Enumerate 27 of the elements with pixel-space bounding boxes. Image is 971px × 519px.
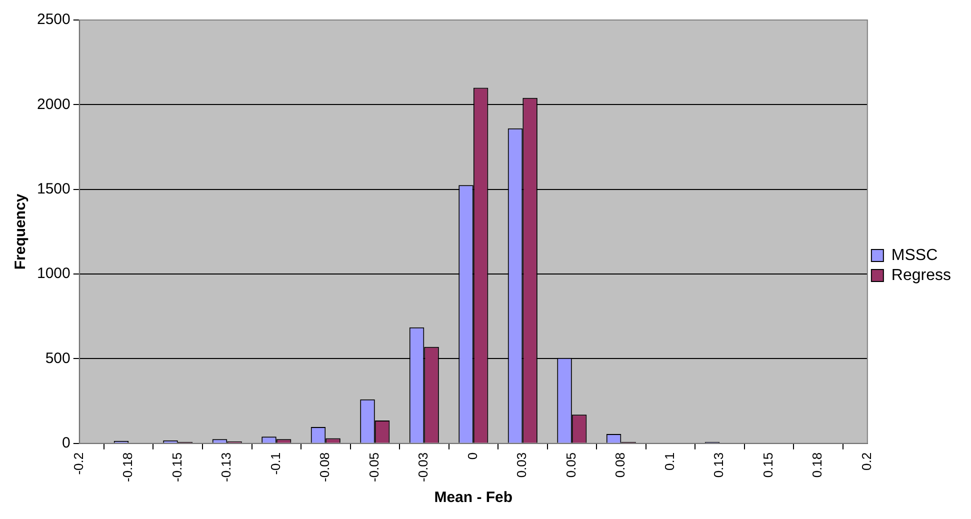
legend-label: Regress — [891, 266, 951, 284]
y-tick-label: 0 — [62, 434, 70, 452]
x-tick-label: 0.13 — [711, 452, 726, 478]
x-tick-label: 0 — [464, 452, 480, 460]
x-tick-label: -0.18 — [120, 452, 136, 482]
y-axis-title: Frequency — [12, 193, 30, 270]
x-tick-label: -0.03 — [416, 452, 431, 482]
x-tick-label: 0.18 — [810, 452, 825, 478]
x-tick-label: 0.15 — [760, 452, 776, 478]
x-tick-label: -0.1 — [268, 452, 283, 475]
y-tick-label: 1000 — [36, 265, 70, 282]
x-tick-label: -0.13 — [218, 452, 234, 482]
y-tick-label: 500 — [45, 350, 70, 367]
y-tick-label: 1500 — [36, 180, 70, 198]
legend-label: MSSC — [891, 246, 938, 264]
x-axis-title: Mean - Feb — [434, 489, 513, 506]
x-tick-label: -0.2 — [70, 452, 86, 475]
x-tick-label: -0.15 — [169, 452, 184, 482]
x-tick-label: -0.05 — [366, 452, 382, 482]
y-tick-label: 2500 — [36, 11, 70, 28]
x-tick-label: -0.08 — [317, 452, 332, 482]
x-tick-label: 0.2 — [859, 452, 874, 470]
y-tick-label: 2000 — [36, 96, 70, 113]
x-tick-label: 0.1 — [662, 452, 677, 470]
x-tick-label: 0.03 — [514, 452, 530, 478]
x-tick-label: 0.05 — [563, 452, 578, 478]
x-tick-label: 0.08 — [612, 452, 628, 478]
